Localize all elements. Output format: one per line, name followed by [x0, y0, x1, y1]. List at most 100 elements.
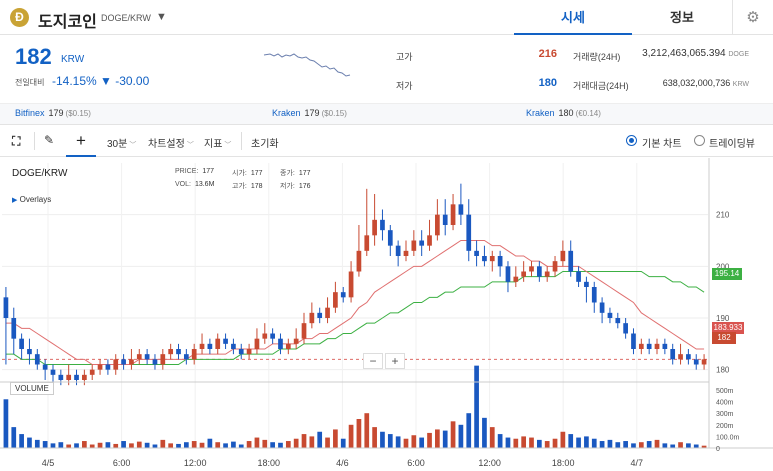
exchange-name: Kraken [526, 108, 555, 118]
candle-body [395, 245, 401, 256]
price-tick-label: 210 [716, 211, 730, 220]
volume-tick-label: 200m [716, 423, 734, 430]
ohlc-close-value: 177 [298, 170, 311, 177]
settings-button[interactable]: ⚙ [732, 0, 773, 35]
volume-bar [513, 438, 519, 448]
exchange-bitfinex[interactable]: Bitfinex 179 ($0.15) [15, 108, 91, 118]
tradingview-radio[interactable] [694, 135, 705, 146]
exchange-kraken-usd[interactable]: Kraken 179 ($0.15) [272, 108, 347, 118]
coin-pair[interactable]: DOGE/KRW [101, 13, 151, 23]
indicator-select[interactable]: 지표 ﹀ [204, 135, 231, 150]
volume-bar [568, 434, 574, 448]
chart-grid [2, 163, 708, 448]
volume-bar [662, 443, 668, 448]
tab-quote[interactable]: 시세 [514, 0, 632, 35]
volume-bar [238, 444, 244, 448]
mini-price-chart [263, 53, 351, 77]
volume-bar [66, 444, 72, 448]
volume-bar [19, 434, 24, 448]
low-value: 180 [538, 77, 557, 89]
candle-body [11, 318, 17, 339]
volume-bar [246, 441, 252, 448]
time-tick-label: 4/5 [42, 458, 55, 468]
ohlc-low-value: 176 [298, 183, 311, 190]
price-unit: KRW [61, 54, 85, 65]
ohlc-open-label: 시가: [232, 170, 247, 177]
volume-bar [105, 442, 111, 448]
candle-body [144, 354, 150, 360]
interval-select[interactable]: 30분 ﹀ [107, 135, 136, 150]
volume-bar [121, 441, 126, 448]
time-tick-label: 6:00 [407, 458, 425, 468]
tab-info[interactable]: 정보 [670, 10, 694, 25]
ohlc-open: 시가: 177 [232, 168, 263, 178]
candle-body [568, 250, 574, 272]
volume-bar [701, 445, 707, 448]
zoom-in-button[interactable]: + [385, 353, 405, 369]
volume-bar [536, 439, 542, 448]
candle-body [301, 323, 307, 339]
volume-bar [293, 438, 299, 448]
zoom-out-button[interactable]: − [363, 353, 383, 369]
candle-body [427, 235, 432, 246]
overlays-toggle[interactable]: ▶ Overlays [12, 195, 51, 204]
price-tick-label: 200 [716, 262, 730, 271]
candle-body [411, 240, 417, 251]
volume-bar [191, 441, 197, 448]
candle-body [513, 276, 519, 282]
chart-settings-select[interactable]: 차트설정 ﹀ [148, 135, 194, 150]
candle-body [105, 364, 111, 370]
volume-bar [450, 421, 456, 448]
exchange-kraken-eur[interactable]: Kraken 180 (€0.14) [526, 108, 601, 118]
candle-body [293, 338, 299, 344]
volume-bar [176, 443, 181, 448]
candle-body [678, 354, 683, 360]
volume-bar [262, 439, 268, 448]
candle-body [560, 250, 566, 262]
candle-body [599, 302, 605, 313]
candle-body [176, 349, 181, 355]
reset-button[interactable]: 초기화 [251, 139, 279, 150]
candle-body [505, 266, 511, 282]
basic-chart-radio[interactable] [626, 135, 637, 146]
fullscreen-icon[interactable]: ⛶ [12, 134, 21, 148]
time-tick-label: 6:00 [113, 458, 131, 468]
candle-body [129, 359, 134, 365]
amount-24h-label: 거래대금(24H) [573, 81, 629, 91]
coin-name[interactable]: 도지코인 [38, 14, 97, 31]
volume-label: VOLUME [10, 382, 54, 395]
tradingview-label[interactable]: 트레이딩뷰 [709, 139, 755, 150]
volume-bar [591, 438, 597, 448]
candles [3, 183, 707, 386]
candle-body [113, 359, 119, 370]
candle-body [19, 338, 24, 349]
volume-bar [340, 438, 346, 448]
candle-body [693, 359, 699, 365]
dogecoin-icon: Ð [10, 8, 29, 27]
high-value: 216 [538, 48, 557, 60]
volume-tick-label: 400m [716, 400, 734, 407]
ma-short-tag: 183.933 [712, 322, 744, 334]
chevron-down-icon[interactable]: ▼ [156, 11, 167, 23]
exchange-price: 179 [48, 108, 64, 118]
volume-bar [278, 442, 283, 448]
candle-body [238, 349, 244, 355]
candle-body [403, 250, 409, 256]
candle-body [654, 343, 660, 349]
ohlc-low: 저가: 176 [280, 181, 311, 191]
crosshair-button[interactable]: + [66, 127, 96, 157]
volume-bar [380, 431, 385, 448]
candle-body [521, 271, 527, 277]
candle-body [42, 364, 48, 370]
volume-bar [631, 443, 636, 448]
candle-body [27, 349, 32, 355]
volume-tick-label: 100.0m [716, 434, 740, 441]
volume-bar [435, 429, 440, 448]
price-chart[interactable]: 210 200 190 180 4/5 6:00 12:00 18:00 4/6 6:00 12:0… [0, 158, 773, 471]
volume-tick-label: 500m [716, 388, 734, 395]
volume-bar [497, 434, 503, 448]
pencil-icon[interactable]: ✎ [44, 133, 55, 147]
candle-body [325, 307, 330, 318]
volume-bar [387, 434, 393, 448]
basic-chart-label[interactable]: 기본 차트 [642, 139, 682, 150]
